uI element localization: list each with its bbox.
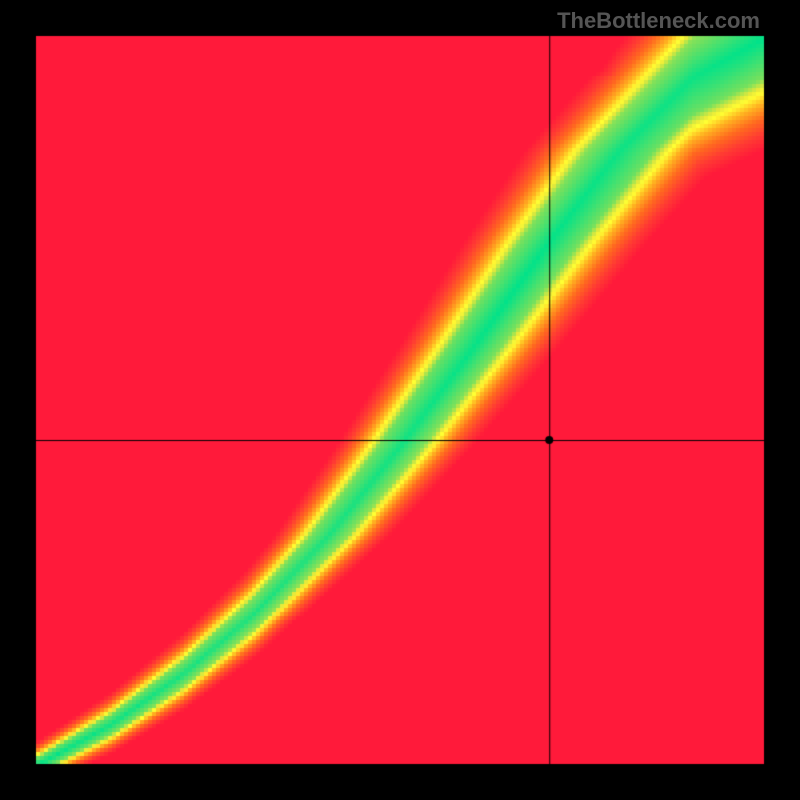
chart-container: TheBottleneck.com [0, 0, 800, 800]
watermark-text: TheBottleneck.com [557, 8, 760, 34]
bottleneck-heatmap [0, 0, 800, 800]
